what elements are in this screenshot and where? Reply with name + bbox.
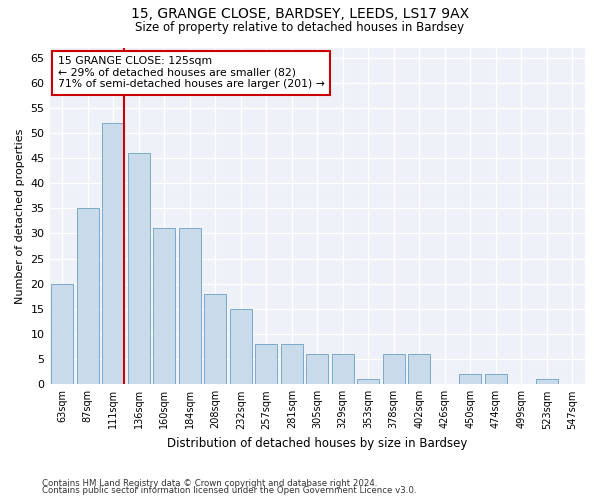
Bar	[460, 374, 481, 384]
Bar	[230, 309, 251, 384]
Bar	[179, 228, 200, 384]
Text: 15, GRANGE CLOSE, BARDSEY, LEEDS, LS17 9AX: 15, GRANGE CLOSE, BARDSEY, LEEDS, LS17 9…	[131, 8, 469, 22]
Bar	[536, 380, 557, 384]
Bar	[103, 123, 124, 384]
Bar	[383, 354, 404, 384]
Bar	[485, 374, 506, 384]
Bar	[332, 354, 353, 384]
Bar	[52, 284, 73, 384]
Bar	[256, 344, 277, 385]
Bar	[128, 153, 149, 384]
Bar	[409, 354, 430, 384]
Bar	[358, 380, 379, 384]
X-axis label: Distribution of detached houses by size in Bardsey: Distribution of detached houses by size …	[167, 437, 467, 450]
Text: Contains HM Land Registry data © Crown copyright and database right 2024.: Contains HM Land Registry data © Crown c…	[42, 478, 377, 488]
Bar	[77, 208, 98, 384]
Y-axis label: Number of detached properties: Number of detached properties	[15, 128, 25, 304]
Text: Size of property relative to detached houses in Bardsey: Size of property relative to detached ho…	[136, 21, 464, 34]
Bar	[281, 344, 302, 385]
Text: 15 GRANGE CLOSE: 125sqm
← 29% of detached houses are smaller (82)
71% of semi-de: 15 GRANGE CLOSE: 125sqm ← 29% of detache…	[58, 56, 325, 89]
Text: Contains public sector information licensed under the Open Government Licence v3: Contains public sector information licen…	[42, 486, 416, 495]
Bar	[154, 228, 175, 384]
Bar	[307, 354, 328, 384]
Bar	[205, 294, 226, 384]
